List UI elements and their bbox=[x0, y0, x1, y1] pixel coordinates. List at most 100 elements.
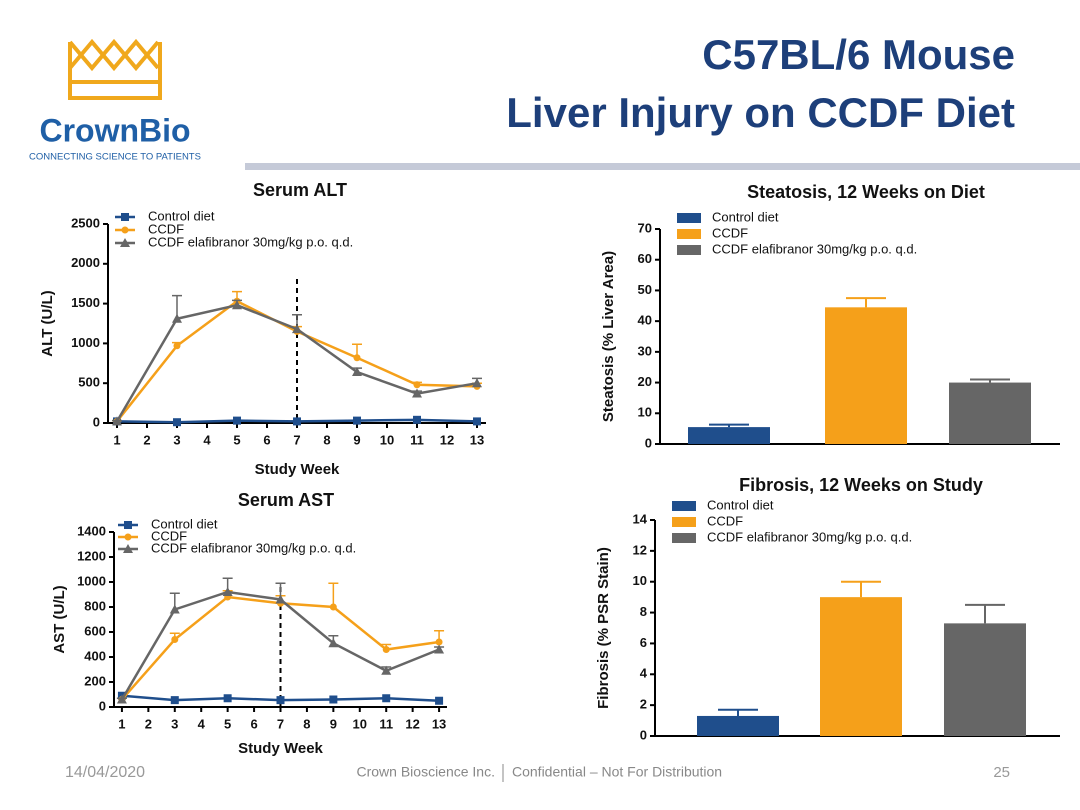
bar bbox=[697, 715, 779, 736]
legend-label: CCDF bbox=[151, 528, 187, 543]
legend-label: CCDF bbox=[712, 225, 748, 240]
data-point bbox=[276, 696, 285, 705]
data-point bbox=[293, 417, 301, 426]
data-point bbox=[472, 378, 482, 388]
x-tick-label: 1 bbox=[118, 716, 125, 731]
data-point bbox=[413, 381, 421, 389]
legend-swatch bbox=[677, 213, 701, 223]
chart-title: Serum ALT bbox=[253, 180, 347, 200]
y-tick-label: 1400 bbox=[77, 523, 106, 538]
legend-label: CCDF bbox=[707, 513, 743, 528]
legend-marker bbox=[121, 226, 129, 234]
error-bar bbox=[970, 378, 1010, 383]
data-point bbox=[275, 594, 286, 604]
y-tick-label: 30 bbox=[638, 343, 652, 358]
y-axis-label: AST (U/L) bbox=[51, 585, 68, 653]
data-point bbox=[381, 665, 392, 675]
bar bbox=[820, 597, 902, 736]
error-bar bbox=[709, 423, 749, 428]
y-tick-label: 600 bbox=[84, 623, 106, 638]
x-axis-label: Study Week bbox=[238, 740, 323, 757]
data-point bbox=[353, 416, 361, 425]
y-tick-label: 400 bbox=[84, 648, 106, 663]
legend-marker bbox=[123, 544, 133, 553]
x-tick-label: 6 bbox=[250, 716, 257, 731]
y-tick-label: 1000 bbox=[71, 335, 100, 350]
chart-title: Serum AST bbox=[238, 490, 334, 510]
legend-swatch bbox=[672, 501, 696, 511]
x-tick-label: 12 bbox=[440, 432, 454, 447]
data-point bbox=[328, 638, 339, 648]
error-bar bbox=[328, 582, 339, 607]
y-tick-label: 1200 bbox=[77, 548, 106, 563]
slide-title: C57BL/6 Mouse bbox=[702, 31, 1015, 78]
data-point bbox=[172, 313, 182, 323]
legend-swatch bbox=[672, 533, 696, 543]
y-tick-label: 14 bbox=[633, 511, 648, 526]
y-tick-label: 12 bbox=[633, 542, 647, 557]
data-point bbox=[382, 694, 391, 703]
bar bbox=[944, 623, 1026, 736]
x-tick-label: 13 bbox=[432, 716, 446, 731]
y-tick-label: 0 bbox=[93, 414, 100, 429]
data-point bbox=[170, 696, 179, 705]
data-point bbox=[473, 417, 481, 426]
bar bbox=[825, 307, 907, 444]
error-bar bbox=[846, 297, 886, 308]
data-point bbox=[171, 636, 179, 643]
x-tick-label: 3 bbox=[173, 432, 180, 447]
footer-date: 14/04/2020 bbox=[65, 764, 145, 781]
error-bar bbox=[718, 708, 758, 716]
legend-label: Control diet bbox=[151, 516, 218, 531]
legend-swatch bbox=[672, 517, 696, 527]
logo-name: CrownBio bbox=[39, 112, 190, 148]
data-point bbox=[412, 388, 422, 398]
data-point bbox=[413, 415, 421, 424]
x-tick-label: 8 bbox=[323, 432, 330, 447]
y-tick-label: 500 bbox=[78, 375, 100, 390]
y-tick-label: 10 bbox=[638, 405, 652, 420]
bar bbox=[949, 382, 1031, 444]
data-point bbox=[173, 418, 181, 427]
legend-label: CCDF elafibranor 30mg/kg p.o. q.d. bbox=[712, 241, 917, 256]
y-tick-label: 0 bbox=[645, 435, 652, 450]
data-point bbox=[233, 416, 241, 425]
y-tick-label: 20 bbox=[638, 374, 652, 389]
x-tick-label: 9 bbox=[330, 716, 337, 731]
data-point bbox=[329, 603, 337, 611]
legend-label: CCDF bbox=[148, 221, 184, 236]
error-bar bbox=[965, 603, 1005, 624]
x-tick-label: 8 bbox=[303, 716, 310, 731]
x-tick-label: 9 bbox=[353, 432, 360, 447]
series-line bbox=[120, 595, 440, 701]
header-rule bbox=[245, 163, 1080, 170]
chart-title: Fibrosis, 12 Weeks on Study bbox=[739, 475, 983, 495]
y-tick-label: 10 bbox=[633, 573, 647, 588]
chart-title: Steatosis, 12 Weeks on Diet bbox=[747, 182, 985, 202]
data-point bbox=[292, 324, 302, 334]
x-tick-label: 11 bbox=[379, 716, 393, 731]
x-tick-label: 11 bbox=[410, 432, 424, 447]
data-point bbox=[329, 695, 338, 704]
y-tick-label: 40 bbox=[638, 313, 652, 328]
legend-swatch bbox=[677, 229, 701, 239]
data-point bbox=[223, 694, 232, 703]
legend-marker bbox=[124, 521, 132, 529]
footer-page: 25 bbox=[993, 764, 1010, 781]
logo-crown bbox=[68, 38, 162, 100]
x-tick-label: 1 bbox=[113, 432, 120, 447]
data-point bbox=[169, 604, 180, 614]
legend-marker bbox=[124, 533, 132, 541]
y-tick-label: 1500 bbox=[71, 295, 100, 310]
y-tick-label: 50 bbox=[638, 282, 652, 297]
legend-label: Control diet bbox=[707, 497, 774, 512]
legend-label: Control diet bbox=[712, 209, 779, 224]
y-tick-label: 6 bbox=[640, 635, 647, 650]
data-point bbox=[222, 587, 233, 596]
x-tick-label: 7 bbox=[277, 716, 284, 731]
slide-title: Liver Injury on CCDF Diet bbox=[506, 89, 1015, 136]
x-tick-label: 6 bbox=[263, 432, 270, 447]
data-point bbox=[434, 644, 445, 654]
footer-company: Crown Bioscience Inc. bbox=[356, 764, 495, 780]
